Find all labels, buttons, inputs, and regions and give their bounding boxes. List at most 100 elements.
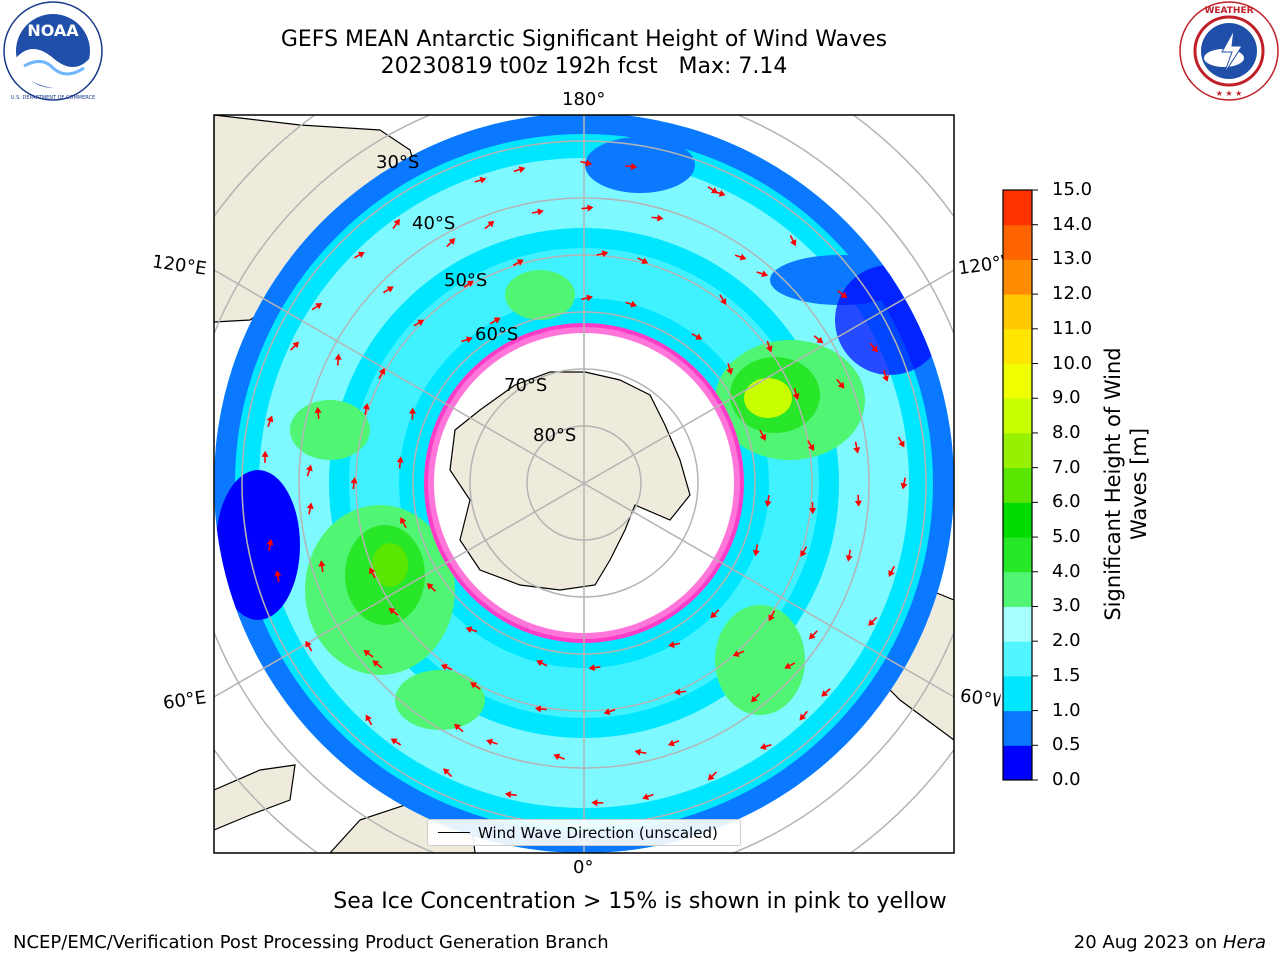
wind-arrow xyxy=(651,214,664,222)
wind-arrow xyxy=(363,649,374,658)
wind-arrow xyxy=(581,204,594,212)
wind-arrow xyxy=(461,336,473,344)
svg-text:WEATHER: WEATHER xyxy=(1204,6,1253,16)
wind-arrow xyxy=(334,353,342,366)
colorbar-segment xyxy=(1003,259,1032,295)
wind-arrow xyxy=(845,549,853,562)
map-border xyxy=(213,114,955,854)
colorbar-segment xyxy=(1003,675,1032,712)
colorbar-tick-label: 15.0 xyxy=(1052,179,1093,200)
wind-arrow xyxy=(813,335,824,344)
wind-arrow xyxy=(400,517,407,529)
wind-arrow xyxy=(443,768,453,778)
wind-arrow xyxy=(318,560,326,573)
colorbar-tick-label: 0.5 xyxy=(1052,734,1081,756)
wind-arrow xyxy=(808,630,818,640)
colorbar-tick-label: 3.0 xyxy=(1052,595,1081,617)
colorbar-tick-label: 14.0 xyxy=(1052,213,1093,235)
wind-arrow xyxy=(900,477,908,490)
wind-arrow xyxy=(365,714,373,726)
wind-arrow xyxy=(305,464,313,477)
wind-arrow xyxy=(792,388,800,400)
footer-machine: Hera xyxy=(1222,932,1266,953)
wind-arrow xyxy=(837,290,848,299)
colorbar-segment xyxy=(1003,224,1032,260)
colorbar-tick-label: 5.0 xyxy=(1052,526,1081,548)
wind-arrow xyxy=(484,220,495,230)
colorbar-segment xyxy=(1003,432,1032,469)
lat-label-50s: 50°S xyxy=(444,270,487,291)
colorbar-segment xyxy=(1003,190,1032,226)
colorbar-segment xyxy=(1003,710,1032,746)
wind-arrow xyxy=(759,743,772,750)
colorbar-segment xyxy=(1003,571,1032,607)
wind-arrow xyxy=(768,610,776,622)
wind-arrow xyxy=(603,708,616,715)
wind-arrow xyxy=(888,565,895,577)
wind-arrow xyxy=(707,771,718,781)
colorbar-tick-label: 8.0 xyxy=(1052,421,1081,443)
lon-label-bottom: 0° xyxy=(573,857,594,878)
wind-arrow xyxy=(362,403,370,416)
colorbar-tick-label: 1.0 xyxy=(1052,699,1081,721)
colorbar-segment xyxy=(1003,745,1032,781)
lat-label-70s: 70°S xyxy=(504,375,547,396)
colorbar-segment xyxy=(1003,537,1032,573)
wind-arrow xyxy=(266,538,274,551)
wind-arrow xyxy=(591,799,604,807)
colorbar-segment xyxy=(1003,363,1032,399)
wind-arrow xyxy=(446,238,456,248)
legend-label: Wind Wave Direction (unscaled) xyxy=(478,823,718,842)
wind-arrow xyxy=(836,378,845,389)
wind-arrow xyxy=(534,705,547,713)
wind-arrow xyxy=(486,738,498,746)
wind-arrow xyxy=(350,477,358,490)
wind-arrow xyxy=(440,664,453,671)
wind-arrow xyxy=(470,682,481,690)
chart-title: GEFS MEAN Antarctic Significant Height o… xyxy=(280,27,888,52)
wind-arrow xyxy=(413,319,425,327)
wind-wave-arrows xyxy=(261,159,908,807)
wind-arrow xyxy=(756,270,769,278)
wind-arrow xyxy=(396,456,404,469)
colorbar-tick-label: 6.0 xyxy=(1052,491,1081,513)
wind-arrow xyxy=(588,664,601,672)
wind-arrow xyxy=(800,546,808,558)
wind-arrow xyxy=(750,693,761,703)
sea-ice-caption: Sea Ice Concentration > 15% is shown in … xyxy=(333,889,947,914)
wind-arrow xyxy=(726,363,734,375)
wind-arrow xyxy=(869,342,878,353)
colorbar xyxy=(1002,189,1038,781)
wind-arrow xyxy=(868,616,878,626)
wind-arrow xyxy=(674,688,687,696)
colorbar-segment xyxy=(1003,502,1032,538)
wind-arrow xyxy=(388,607,399,616)
wind-arrow xyxy=(764,495,772,508)
footer-credit: NCEP/EMC/Verification Post Processing Pr… xyxy=(13,932,609,953)
wind-arrow xyxy=(642,793,654,800)
lat-label-80s: 80°S xyxy=(533,425,576,446)
wind-arrow xyxy=(305,640,313,652)
chart-subtitle: 20230819 t00z 192h fcst Max: 7.14 xyxy=(380,54,788,79)
wind-arrow xyxy=(580,159,593,167)
wind-arrow xyxy=(314,406,322,419)
wind-arrow xyxy=(426,583,436,592)
wind-arrow xyxy=(807,440,815,451)
colorbar-tick-label: 10.0 xyxy=(1052,352,1093,374)
wind-arrow xyxy=(637,257,649,264)
wind-arrow xyxy=(784,662,796,669)
colorbar-tick-label: 0.0 xyxy=(1052,769,1081,790)
wind-arrow xyxy=(489,317,501,325)
colorbar-tick-label: 12.0 xyxy=(1052,283,1093,305)
map-legend: Wind Wave Direction (unscaled) xyxy=(427,819,741,846)
wind-arrow xyxy=(668,641,681,649)
wind-arrow xyxy=(504,791,517,798)
svg-text:★ ★ ★: ★ ★ ★ xyxy=(1216,89,1243,98)
wind-arrow xyxy=(882,370,889,382)
wind-arrow xyxy=(732,650,745,657)
footer-date: 20 Aug 2023 on Hera xyxy=(1073,932,1266,953)
wind-arrow xyxy=(512,259,524,267)
wind-arrow xyxy=(691,333,703,340)
noaa-logo-text: NOAA xyxy=(27,21,79,40)
wind-arrow xyxy=(581,294,593,302)
